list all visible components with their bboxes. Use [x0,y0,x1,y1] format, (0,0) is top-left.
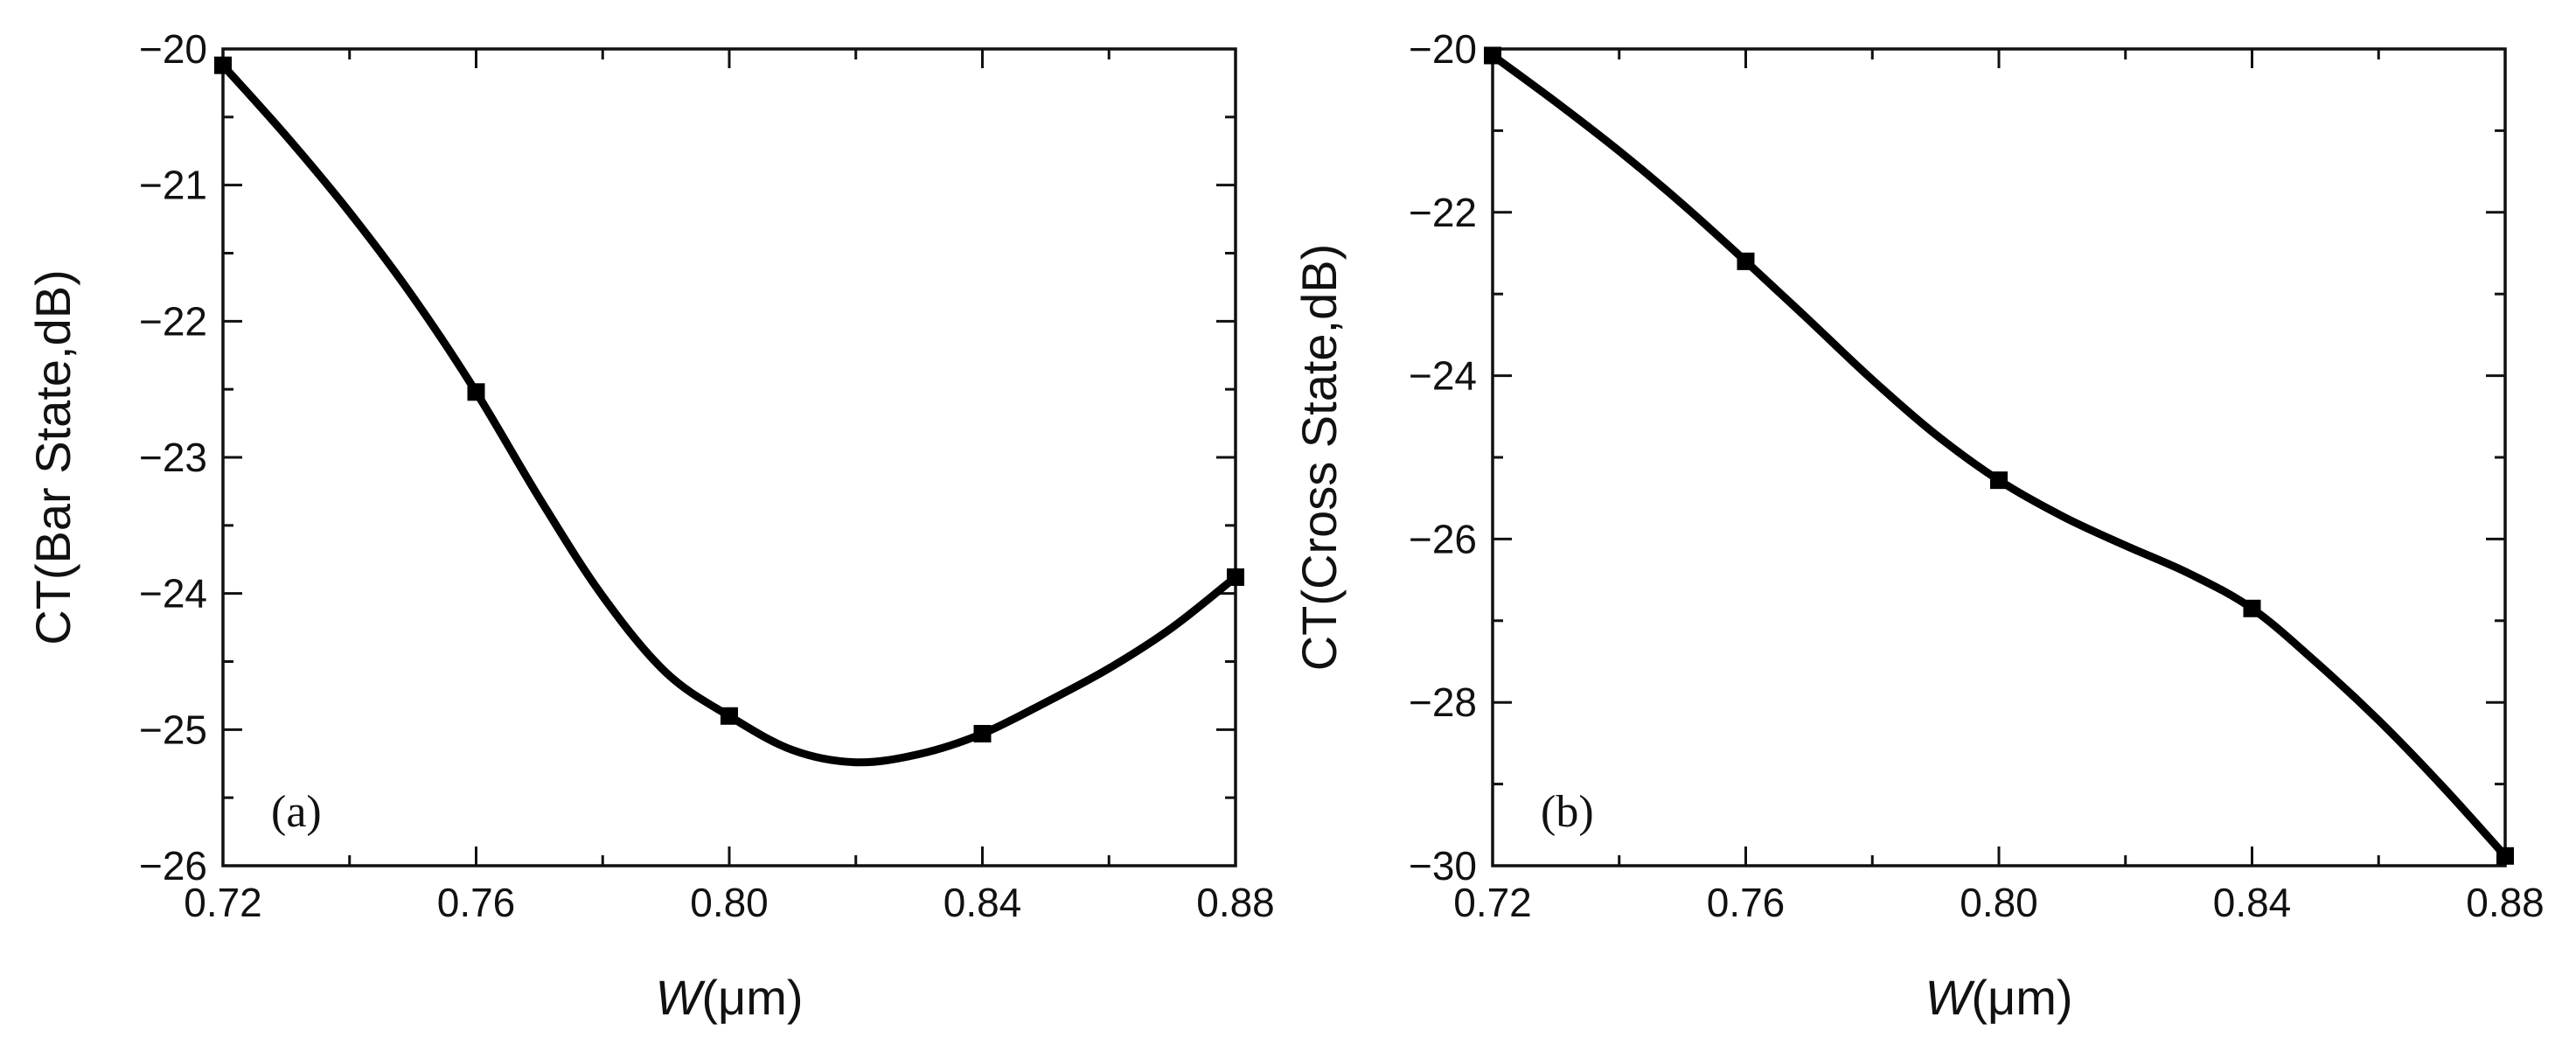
data-point-marker [214,56,232,74]
data-point-marker [1990,471,2008,490]
series-line [1488,52,2510,860]
panel-label: (a) [271,787,322,837]
data-point-marker [1484,46,1501,65]
plot-frame [221,47,1237,867]
x-tick-label: 0.72 [184,880,262,925]
x-axis-title-unit: (μm) [701,970,803,1025]
x-axis-title: W(μm) [1925,970,2072,1025]
data-point-marker [1737,252,1755,270]
series-line [219,61,1240,767]
y-tick-label: −21 [139,163,207,208]
chart-panel-b: 0.72 0.76 0.80 0.84 0.88−20−22−24−26−28−30W(… [1291,26,2545,1025]
y-axis-title: CT(Cross State,dB) [1291,244,1347,672]
y-tick-label: −24 [139,571,207,617]
y-tick-label: −22 [1409,190,1477,235]
y-tick-label: −30 [1409,843,1477,888]
y-tick-label: −20 [1409,26,1477,72]
x-axis-title-italic: W [1925,970,1975,1025]
data-point-marker [721,707,738,725]
x-axis-title-italic: W [655,970,706,1025]
x-tick-label: 0.88 [1196,880,1275,925]
x-tick-label: 0.84 [2213,880,2292,925]
data-point-marker [467,383,485,401]
data-point-marker [973,725,992,743]
x-tick-label: 0.84 [943,880,1022,925]
x-tick-label: 0.76 [437,880,516,925]
y-tick-label: −22 [139,298,207,344]
y-tick-label: −25 [139,707,207,752]
panel-label: (b) [1541,787,1594,837]
x-tick-label: 0.80 [1960,880,2038,925]
y-tick-label: −26 [1409,516,1477,561]
x-tick-label: 0.80 [690,880,769,925]
x-tick-label: 0.72 [1453,880,1532,925]
y-tick-label: −28 [1409,679,1477,725]
data-point-marker [2496,846,2514,865]
x-axis-title: W(μm) [655,970,803,1025]
y-tick-label: −26 [139,843,207,888]
data-point-marker [1227,568,1244,586]
chart-panel-a: 0.72 0.76 0.80 0.84 0.88 −20 −21 −22 −23 −24 −25 −2… [25,26,1275,1025]
y-tick-label: −20 [139,26,207,72]
data-point-marker [2243,599,2261,617]
x-tick-label: 0.76 [1707,880,1786,925]
y-tick-label: −24 [1409,353,1477,399]
x-axis-title-unit: (μm) [1971,970,2072,1025]
y-axis-title: CT(Bar State,dB) [25,269,80,644]
y-tick-label: −23 [139,435,207,480]
x-tick-label: 0.88 [2466,880,2545,925]
